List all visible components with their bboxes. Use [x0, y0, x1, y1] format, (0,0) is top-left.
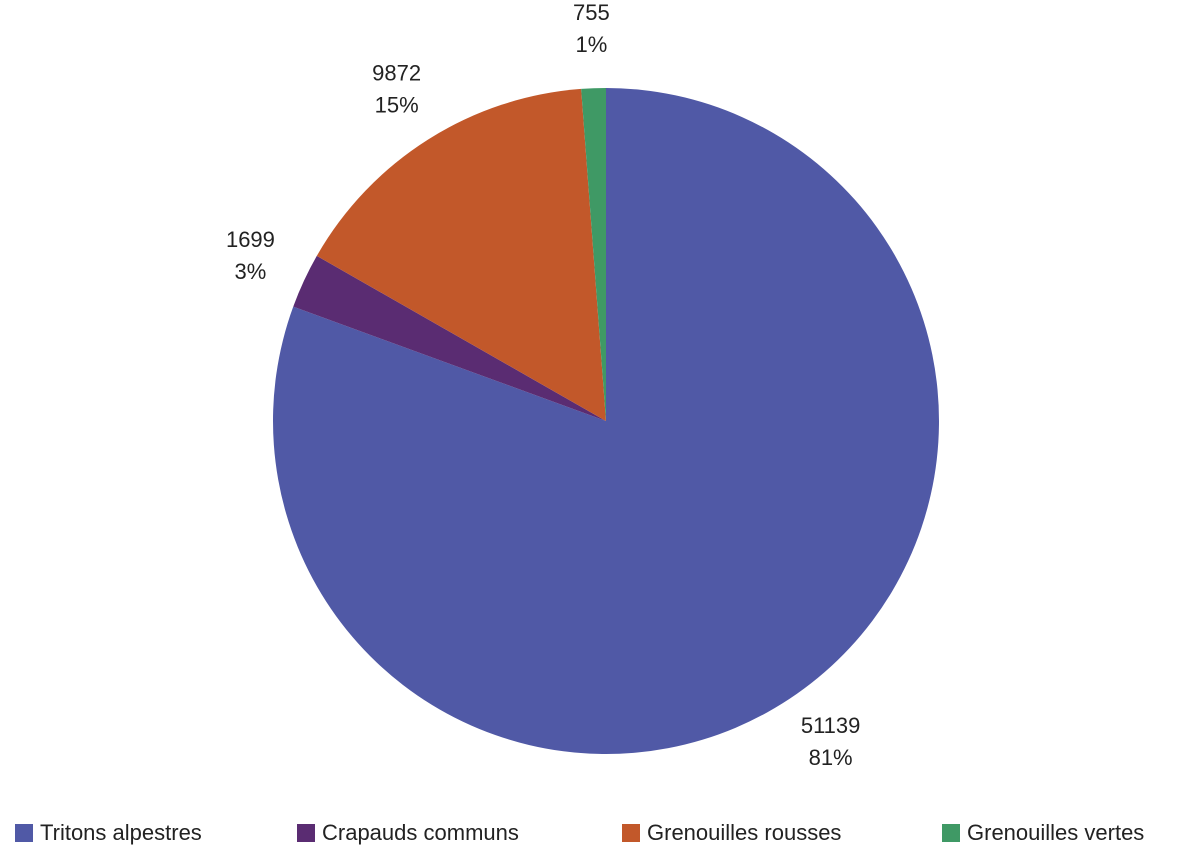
pie-slice [316, 88, 606, 422]
pie-slice [581, 88, 606, 421]
legend-swatch [297, 824, 315, 842]
percent-label: 3% [235, 259, 267, 284]
percent-label: 1% [575, 32, 607, 57]
legend-label: Grenouilles rousses [647, 820, 841, 845]
legend-label: Grenouilles vertes [967, 820, 1144, 845]
legend-label: Crapauds communs [322, 820, 519, 845]
legend-swatch [622, 824, 640, 842]
value-label: 9872 [372, 60, 421, 85]
percent-label: 15% [375, 92, 419, 117]
legend-swatch [942, 824, 960, 842]
pie-slice [293, 255, 606, 421]
value-label: 51139 [801, 713, 861, 738]
value-label: 755 [573, 0, 610, 25]
value-label: 1699 [226, 227, 275, 252]
legend-label: Tritons alpestres [40, 820, 202, 845]
legend-swatch [15, 824, 33, 842]
percent-label: 81% [809, 745, 853, 770]
